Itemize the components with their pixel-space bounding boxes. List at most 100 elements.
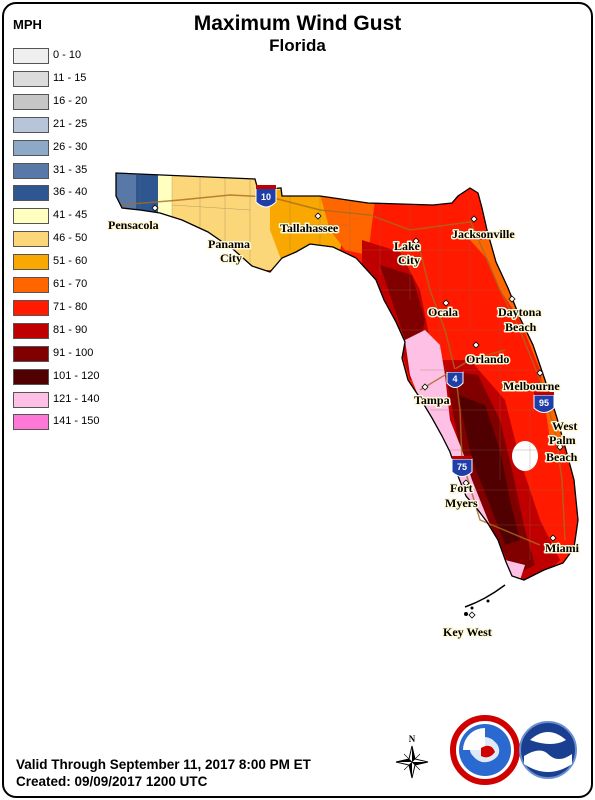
legend-label: 46 - 50	[53, 232, 88, 245]
valid-through-text: Valid Through September 11, 2017 8:00 PM…	[16, 757, 311, 772]
daytona-marker	[508, 295, 516, 303]
city-label-daytona-beach: Beach	[505, 320, 537, 334]
city-label-panama-city: City	[220, 251, 242, 265]
melbourne-marker	[536, 369, 544, 377]
nws-logo	[450, 715, 520, 785]
legend-swatch	[13, 231, 49, 248]
legend-swatch	[13, 254, 49, 271]
legend-item: 91 - 100	[13, 345, 123, 362]
legend-swatch	[13, 116, 49, 133]
interstate-4-line	[419, 349, 506, 391]
interstate-10-label: 10	[261, 192, 271, 202]
zone-121-140	[405, 330, 500, 560]
legend-swatch	[13, 93, 49, 110]
legend-item: 46 - 50	[13, 231, 123, 248]
legend-label: 121 - 140	[53, 392, 100, 405]
zone-91-100-west	[380, 265, 425, 345]
legend-item: 51 - 60	[13, 254, 123, 271]
orlando-marker	[472, 341, 480, 349]
legend-item: 31 - 35	[13, 162, 123, 179]
legend-label: 31 - 35	[53, 163, 88, 176]
created-text: Created: 09/09/2017 1200 UTC	[16, 774, 208, 789]
legend-label: 26 - 30	[53, 140, 88, 153]
legend-label: 81 - 90	[53, 323, 88, 336]
legend-swatch	[13, 185, 49, 202]
city-label-palm: Palm	[549, 433, 576, 447]
city-label-melbourne: Melbourne	[503, 379, 560, 393]
zone-36-40	[136, 175, 158, 215]
miami-marker	[549, 534, 557, 542]
jacksonville-marker	[470, 215, 478, 223]
tallahassee-marker	[314, 212, 322, 220]
interstate-75-label: 75	[457, 462, 467, 472]
legend-swatch	[13, 162, 49, 179]
compass-north-label: N	[409, 734, 416, 744]
interstate-4-shield: 4	[446, 369, 464, 388]
legend-item: 0 - 10	[13, 48, 123, 64]
interstate-10-shield: 10	[255, 185, 277, 208]
legend-item: 41 - 45	[13, 208, 123, 225]
city-label-miami: Miami	[545, 541, 580, 555]
lake-city-marker	[412, 237, 420, 245]
legend-swatch	[13, 48, 49, 64]
interstate-95-label: 95	[539, 398, 549, 408]
map-title: Maximum Wind Gust	[193, 12, 402, 35]
interstate-75-shield: 75	[451, 456, 473, 477]
key-west-marker	[468, 611, 476, 619]
city-label-pensacola: Pensacola	[108, 218, 159, 232]
legend-swatch	[13, 208, 49, 225]
city-label-lake-city: City	[398, 253, 420, 267]
zone-41-45	[158, 173, 172, 225]
panama-city-marker	[236, 241, 244, 249]
legend-label: 16 - 20	[53, 94, 88, 107]
legend-label: 141 - 150	[53, 415, 100, 428]
legend-label: 36 - 40	[53, 186, 88, 199]
legend-swatch	[13, 299, 49, 316]
legend-swatch	[13, 345, 49, 362]
legend-item: 81 - 90	[13, 322, 123, 339]
city-label-tampa: Tampa	[414, 393, 450, 407]
interstate-75-line	[419, 249, 541, 546]
legend-unit: MPH	[13, 17, 42, 32]
city-label-fort: Fort	[450, 481, 473, 495]
legend-item: 121 - 140	[13, 391, 123, 408]
legend-item: 141 - 150	[13, 414, 123, 431]
tampa-marker	[421, 383, 429, 391]
city-label-lake: Lake	[394, 239, 421, 253]
legend-label: 0 - 10	[53, 49, 82, 61]
legend-item: 36 - 40	[13, 185, 123, 202]
interstate-4-label: 4	[452, 374, 457, 384]
interstate-10-line	[119, 194, 471, 231]
legend-swatch	[13, 139, 49, 156]
city-label-orlando: Orlando	[466, 352, 509, 366]
city-label-daytona: Daytona	[498, 305, 541, 319]
legend-swatch	[13, 391, 49, 408]
legend-swatch	[13, 368, 49, 385]
legend-label: 71 - 80	[53, 300, 88, 313]
west-palm-marker	[556, 443, 564, 451]
city-label-west: West	[552, 419, 577, 433]
fort-myers-marker	[462, 479, 470, 487]
legend-label: 11 - 15	[53, 71, 87, 84]
city-label-palm-beach: Beach	[546, 450, 578, 464]
highways	[119, 194, 566, 546]
legend-item: 26 - 30	[13, 139, 123, 156]
map-subtitle: Florida	[269, 36, 326, 55]
pensacola-marker	[151, 204, 159, 212]
city-label-jacksonville: Jacksonville	[452, 227, 515, 241]
ocala-marker	[442, 299, 450, 307]
legend-item: 21 - 25	[13, 116, 123, 133]
legend-swatch	[13, 70, 49, 87]
legend-swatch	[13, 277, 49, 293]
legend-swatch	[13, 322, 49, 339]
interstate-shields: 10 4 95 75	[255, 185, 555, 477]
florida-keys	[464, 584, 506, 616]
compass-rose: N	[395, 734, 429, 779]
legend-label: 61 - 70	[53, 278, 88, 290]
legend-item: 61 - 70	[13, 277, 123, 293]
zone-101-120	[458, 395, 520, 545]
legend-label: 51 - 60	[53, 255, 88, 268]
city-label-ocala: Ocala	[428, 305, 458, 319]
city-label-key-west: Key West	[443, 625, 492, 639]
